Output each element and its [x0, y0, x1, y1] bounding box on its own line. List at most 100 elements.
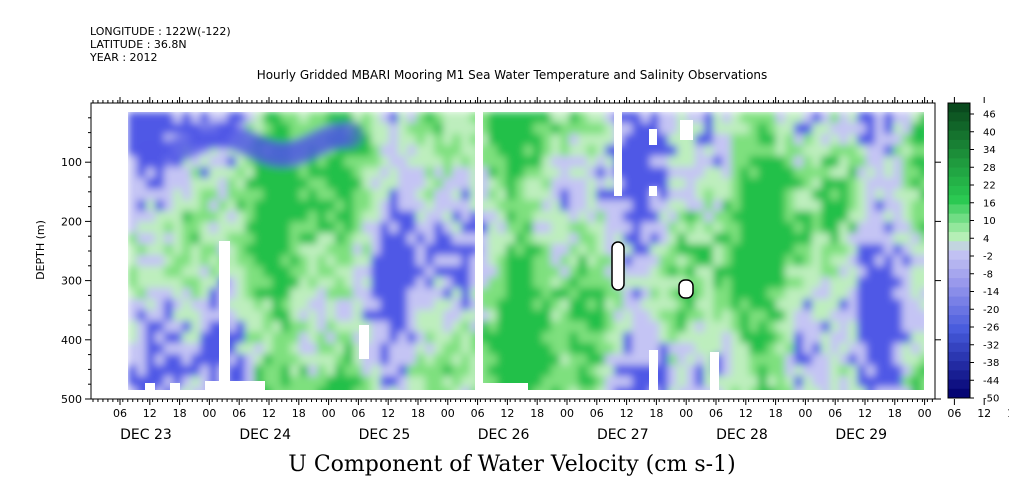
field-cell [209, 156, 219, 168]
field-cell [785, 178, 795, 190]
field-cell [632, 310, 642, 322]
field-cell [362, 266, 372, 278]
field-cell [281, 332, 291, 344]
field-cell [200, 233, 210, 245]
field-cell [173, 288, 183, 300]
field-cell [524, 200, 534, 212]
field-cell [191, 244, 201, 256]
field-cell [551, 189, 561, 201]
field-cell [191, 233, 201, 245]
field-cell [272, 376, 282, 388]
field-cell [578, 134, 588, 146]
field-cell [587, 255, 597, 267]
field-cell [362, 189, 372, 201]
field-cell [398, 233, 408, 245]
field-cell [461, 299, 471, 311]
field-cell [434, 189, 444, 201]
field-cell [650, 145, 660, 157]
field-cell [731, 233, 741, 245]
field-cell [695, 200, 705, 212]
field-cell [569, 233, 579, 245]
field-cell [749, 178, 759, 190]
field-cell [551, 321, 561, 333]
field-cell [596, 200, 606, 212]
field-cell [731, 145, 741, 157]
field-cell [830, 211, 840, 223]
field-cell [695, 211, 705, 223]
field-cell [686, 299, 696, 311]
x-tick-label: 00 [918, 407, 932, 420]
field-cell [758, 288, 768, 300]
field-cell [713, 200, 723, 212]
field-cell [353, 266, 363, 278]
field-cell [686, 244, 696, 256]
field-cell [281, 200, 291, 212]
field-cell [137, 376, 147, 388]
x-axis: 06 12 18 00 06 12 18 00 06 12 18 00 06 12 18 00 06 12 18 00… [92, 97, 1009, 443]
field-cell [164, 266, 174, 278]
field-cell [488, 145, 498, 157]
field-cell [398, 167, 408, 179]
field-cell [785, 200, 795, 212]
field-cell [731, 365, 741, 377]
field-cell [416, 189, 426, 201]
field-cell [587, 288, 597, 300]
field-cell [542, 200, 552, 212]
field-cell [515, 244, 525, 256]
field-cell [416, 134, 426, 146]
field-cell [587, 167, 597, 179]
field-cell [488, 332, 498, 344]
field-cell [362, 112, 372, 124]
field-cell [335, 299, 345, 311]
field-cell [677, 178, 687, 190]
field-cell [488, 178, 498, 190]
field-cell [506, 310, 516, 322]
field-cell [515, 332, 525, 344]
field-cell [902, 376, 912, 388]
field-cell [560, 145, 570, 157]
field-cell [452, 112, 462, 124]
field-cell [803, 299, 813, 311]
field-cell [317, 288, 327, 300]
field-cell [821, 123, 831, 135]
field-cell [155, 200, 165, 212]
year-label: YEAR : 2012 [90, 51, 158, 64]
field-cell [641, 266, 651, 278]
field-cell [479, 310, 489, 322]
field-cell [497, 189, 507, 201]
data-gap [91, 103, 128, 399]
field-cell [650, 233, 660, 245]
field-cell [452, 145, 462, 157]
field-cell [560, 211, 570, 223]
field-cell [416, 112, 426, 124]
x-tick-label: 06 [709, 407, 723, 420]
x-tick-label: 00 [560, 407, 574, 420]
field-cell [254, 332, 264, 344]
field-cell [371, 211, 381, 223]
field-cell [128, 233, 138, 245]
field-cell [650, 200, 660, 212]
field-cell [389, 222, 399, 234]
field-cell [812, 354, 822, 366]
field-cell [893, 321, 903, 333]
field-cell [380, 376, 390, 388]
field-cell [605, 288, 615, 300]
field-cell [686, 255, 696, 267]
field-cell [857, 310, 867, 322]
field-cell [776, 354, 786, 366]
field-cell [155, 288, 165, 300]
field-cell [605, 266, 615, 278]
field-cell [461, 244, 471, 256]
field-cell [488, 365, 498, 377]
field-cell [344, 288, 354, 300]
field-cell [416, 299, 426, 311]
field-cell [308, 299, 318, 311]
field-cell [479, 343, 489, 355]
field-cell [380, 145, 390, 157]
field-cell [452, 200, 462, 212]
field-cell [182, 211, 192, 223]
field-cell [695, 288, 705, 300]
field-cell [488, 310, 498, 322]
field-cell [263, 222, 273, 234]
field-cell [173, 365, 183, 377]
